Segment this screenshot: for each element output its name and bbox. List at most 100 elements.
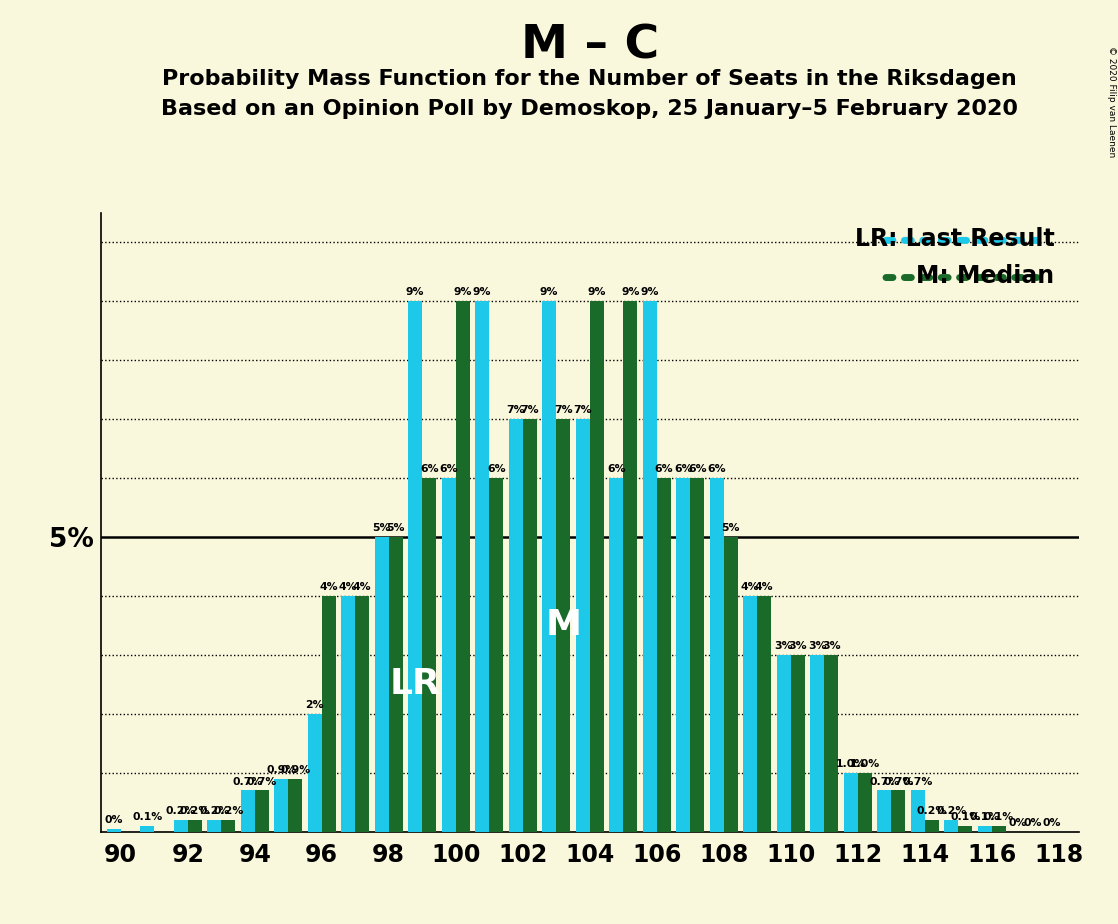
Text: 7%: 7% (506, 406, 525, 416)
Bar (609, 478, 623, 832)
Bar (710, 478, 723, 832)
Text: 0.1%: 0.1% (984, 812, 1014, 822)
Bar (423, 478, 436, 832)
Bar (643, 301, 656, 832)
Bar (240, 790, 255, 832)
Bar (656, 478, 671, 832)
Text: 9%: 9% (641, 287, 659, 298)
Text: 3%: 3% (788, 641, 807, 651)
Text: 0.7%: 0.7% (869, 777, 899, 787)
Bar (509, 419, 523, 832)
Bar (992, 826, 1006, 832)
Text: 4%: 4% (741, 582, 759, 592)
Bar (958, 826, 973, 832)
Text: 7%: 7% (553, 406, 572, 416)
Text: 6%: 6% (708, 464, 726, 474)
Text: 9%: 9% (473, 287, 492, 298)
Text: © 2020 Filip van Laenen: © 2020 Filip van Laenen (1107, 46, 1116, 157)
Bar (322, 596, 335, 832)
Text: 0%: 0% (1023, 818, 1042, 828)
Text: 6%: 6% (607, 464, 626, 474)
Text: 5%: 5% (387, 523, 405, 533)
Bar (723, 537, 738, 832)
Bar (408, 301, 423, 832)
Text: 9%: 9% (454, 287, 472, 298)
Text: 0.9%: 0.9% (281, 765, 311, 775)
Text: LR: LR (390, 667, 440, 701)
Text: 4%: 4% (755, 582, 774, 592)
Bar (844, 772, 858, 832)
Bar (811, 655, 824, 832)
Text: M: M (546, 608, 581, 642)
Text: 0%: 0% (1042, 818, 1061, 828)
Bar (824, 655, 838, 832)
Text: 4%: 4% (353, 582, 371, 592)
Text: 9%: 9% (406, 287, 425, 298)
Bar (389, 537, 402, 832)
Bar (891, 790, 906, 832)
Bar (490, 478, 503, 832)
Bar (221, 820, 235, 832)
Text: 0.7%: 0.7% (902, 777, 932, 787)
Text: 0.7%: 0.7% (233, 777, 263, 787)
Bar (307, 713, 322, 832)
Text: 4%: 4% (339, 582, 358, 592)
Text: 0.1%: 0.1% (969, 812, 999, 822)
Bar (255, 790, 268, 832)
Bar (542, 301, 557, 832)
Text: Based on an Opinion Poll by Demoskop, 25 January–5 February 2020: Based on an Opinion Poll by Demoskop, 25… (161, 99, 1018, 119)
Bar (140, 826, 154, 832)
Text: Probability Mass Function for the Number of Seats in the Riksdagen: Probability Mass Function for the Number… (162, 69, 1017, 90)
Text: 6%: 6% (420, 464, 438, 474)
Text: 3%: 3% (808, 641, 826, 651)
Text: M – C: M – C (521, 23, 659, 68)
Bar (341, 596, 356, 832)
Text: LR: Last Result: LR: Last Result (854, 226, 1054, 250)
Bar (523, 419, 537, 832)
Bar (375, 537, 389, 832)
Bar (188, 820, 201, 832)
Text: 6%: 6% (487, 464, 505, 474)
Text: 5%: 5% (372, 523, 391, 533)
Text: 5%: 5% (721, 523, 740, 533)
Text: 3%: 3% (822, 641, 841, 651)
Text: 0.1%: 0.1% (132, 812, 162, 822)
Bar (690, 478, 704, 832)
Text: 9%: 9% (540, 287, 559, 298)
Text: 0.2%: 0.2% (214, 807, 244, 816)
Text: 6%: 6% (439, 464, 458, 474)
Text: 0.2%: 0.2% (180, 807, 210, 816)
Bar (106, 829, 121, 832)
Text: 0.7%: 0.7% (247, 777, 277, 787)
Text: 0.2%: 0.2% (199, 807, 229, 816)
Text: 0.7%: 0.7% (883, 777, 913, 787)
Text: 0.2%: 0.2% (165, 807, 196, 816)
Text: 3%: 3% (775, 641, 793, 651)
Bar (589, 301, 604, 832)
Bar (945, 820, 958, 832)
Bar (777, 655, 790, 832)
Bar (623, 301, 637, 832)
Text: 0%: 0% (1008, 818, 1027, 828)
Bar (878, 790, 891, 832)
Text: 0.2%: 0.2% (936, 807, 966, 816)
Text: 7%: 7% (574, 406, 593, 416)
Text: 1.0%: 1.0% (850, 760, 880, 769)
Text: 6%: 6% (674, 464, 692, 474)
Text: 7%: 7% (521, 406, 539, 416)
Text: 0%: 0% (104, 815, 123, 825)
Text: 0.2%: 0.2% (917, 807, 947, 816)
Bar (207, 820, 221, 832)
Text: 9%: 9% (620, 287, 639, 298)
Text: 6%: 6% (654, 464, 673, 474)
Bar (790, 655, 805, 832)
Bar (925, 820, 939, 832)
Bar (576, 419, 589, 832)
Text: 9%: 9% (588, 287, 606, 298)
Text: 6%: 6% (688, 464, 707, 474)
Bar (911, 790, 925, 832)
Text: 0.1%: 0.1% (950, 812, 980, 822)
Bar (456, 301, 470, 832)
Bar (557, 419, 570, 832)
Bar (978, 826, 992, 832)
